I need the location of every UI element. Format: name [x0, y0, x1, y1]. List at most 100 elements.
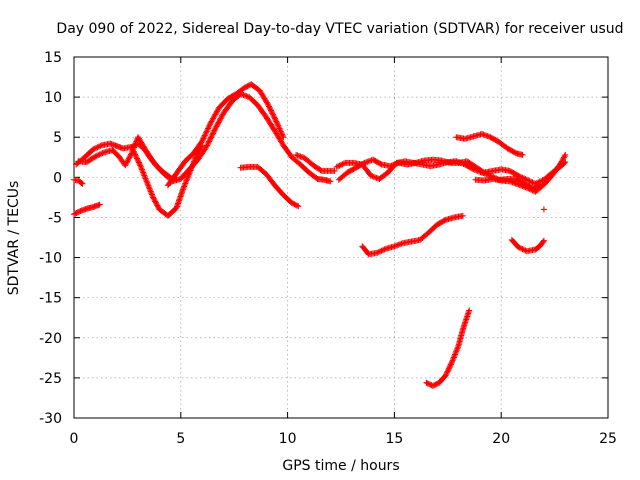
data-point: [151, 197, 158, 204]
data-point: [243, 83, 250, 90]
data-point: [426, 380, 433, 387]
data-point: [130, 148, 137, 155]
data-point: [127, 152, 134, 159]
data-point: [205, 139, 212, 146]
data-point: [560, 154, 567, 161]
data-point: [533, 180, 540, 187]
data-point: [90, 146, 97, 153]
data-point: [523, 176, 530, 183]
data-point: [208, 134, 215, 141]
series-track-14: [359, 212, 466, 258]
data-point: [327, 178, 334, 185]
data-point: [431, 382, 438, 389]
data-point: [153, 201, 160, 208]
plot-border: [73, 56, 609, 419]
data-point: [210, 130, 217, 137]
data-point: [528, 178, 535, 185]
y-tick-label: -25: [39, 371, 62, 387]
data-point: [433, 380, 440, 387]
data-point: [205, 124, 212, 131]
data-point: [206, 122, 213, 129]
data-point: [515, 172, 522, 179]
data-point: [150, 195, 157, 202]
data-point: [136, 160, 143, 167]
data-point: [207, 135, 214, 142]
data-point: [360, 160, 367, 167]
data-point: [96, 151, 103, 158]
data-point: [98, 150, 105, 157]
data-point: [380, 247, 387, 254]
data-point: [518, 245, 525, 252]
data-point: [514, 172, 521, 179]
data-point: [134, 155, 141, 162]
data-point: [270, 112, 277, 119]
data-point: [200, 135, 207, 142]
y-tick-label: -30: [39, 411, 62, 427]
x-tick-label: 20: [492, 431, 510, 447]
data-point: [519, 174, 526, 181]
data-point: [268, 107, 275, 114]
data-point: [466, 307, 473, 314]
data-point: [339, 161, 346, 168]
data-point: [206, 137, 213, 144]
data-point: [487, 172, 494, 179]
data-point: [520, 246, 527, 253]
data-point: [295, 203, 302, 210]
data-point: [446, 364, 453, 371]
y-tick-label: -20: [39, 331, 62, 347]
series-track-17: [423, 307, 473, 389]
data-point: [122, 162, 129, 169]
data-point: [266, 104, 273, 111]
data-point: [558, 158, 565, 165]
data-point: [377, 160, 384, 167]
data-point: [78, 179, 85, 186]
data-point: [280, 134, 287, 141]
data-marks: [71, 81, 569, 389]
data-point: [122, 160, 129, 167]
data-point: [275, 124, 282, 131]
data-point: [445, 365, 452, 372]
data-point: [269, 110, 276, 117]
data-point: [558, 159, 565, 166]
data-point: [532, 180, 539, 187]
data-point: [447, 362, 454, 369]
data-point: [155, 203, 162, 210]
data-point: [93, 152, 100, 159]
data-point: [72, 210, 79, 217]
data-point: [204, 142, 211, 149]
data-point: [274, 121, 281, 128]
data-point: [206, 138, 213, 145]
data-point: [535, 179, 542, 186]
data-point: [443, 371, 450, 378]
data-point: [95, 152, 102, 159]
x-tick-label: 25: [599, 431, 617, 447]
data-point: [201, 132, 208, 139]
data-point: [216, 116, 223, 123]
data-point: [374, 249, 381, 256]
series-track-13: [453, 131, 526, 158]
data-point: [375, 249, 382, 256]
data-point: [125, 155, 132, 162]
data-point: [277, 128, 284, 135]
data-point: [443, 369, 450, 376]
data-point: [209, 131, 216, 138]
data-point: [273, 118, 280, 125]
series-track-08: [237, 163, 302, 210]
data-point: [126, 154, 133, 161]
x-tick-label: 5: [176, 431, 185, 447]
data-point: [538, 178, 545, 185]
data-point: [211, 127, 218, 134]
series-track-06: [169, 90, 334, 185]
data-point: [96, 201, 103, 208]
data-point: [536, 178, 543, 185]
series-track-07: [164, 81, 287, 189]
data-point: [207, 121, 214, 128]
data-point: [293, 202, 300, 209]
data-point: [525, 185, 532, 192]
data-point: [213, 123, 220, 130]
data-point: [378, 247, 385, 254]
data-point: [74, 209, 81, 216]
data-point: [522, 176, 529, 183]
data-point: [135, 159, 142, 166]
data-point: [212, 124, 219, 131]
